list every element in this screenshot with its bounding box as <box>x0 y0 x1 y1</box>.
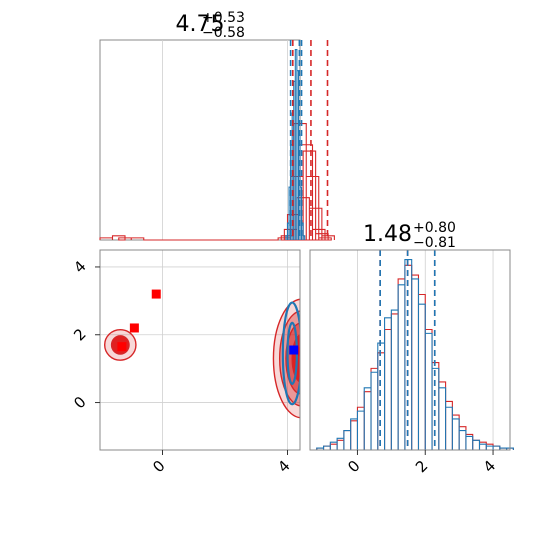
top-histogram-title: 4.75 <box>176 12 225 37</box>
top-histogram-panel: 4.75 +0.53 −0.58 <box>99 10 335 241</box>
top-title-value: 4.75 <box>176 12 225 37</box>
joint-y-tick-label-1: 2 <box>70 325 89 344</box>
joint-frame <box>99 249 301 451</box>
right-x-tick-label-2: 4 <box>480 457 499 476</box>
right-x-tick-label-0: 0 <box>344 457 363 476</box>
top-histogram-series <box>99 48 335 241</box>
right-histogram-series <box>316 258 514 450</box>
joint-x-tick-label-1: 4 <box>274 457 293 476</box>
contour-1-0-0 <box>281 301 300 406</box>
top-histogram-grid <box>162 40 288 240</box>
right-title-minus: −0.81 <box>413 235 456 251</box>
marker-0-3 <box>298 347 300 357</box>
marker-1-0 <box>289 345 299 355</box>
top-title-plus: +0.53 <box>202 10 245 26</box>
histogram-series-0 <box>316 264 514 450</box>
right-histogram-panel: 0 2 4 1.48 +0.80 −0.81 <box>309 220 514 476</box>
right-x-ticks: 0 2 4 <box>344 450 499 476</box>
marker-0-1 <box>129 323 139 333</box>
right-histogram-frame <box>309 249 511 451</box>
right-x-tick-label-1: 2 <box>412 457 431 476</box>
top-histogram-quantiles <box>289 40 329 240</box>
joint-markers <box>117 289 300 357</box>
right-title-plus: +0.80 <box>413 220 456 236</box>
histogram-series-1 <box>316 258 514 450</box>
joint-y-tick-label-2: 4 <box>70 257 89 276</box>
joint-x-tick-label-0: 0 <box>149 457 168 476</box>
right-title-value: 1.48 <box>363 222 412 247</box>
joint-grid <box>100 250 300 450</box>
top-histogram-frame <box>99 39 301 241</box>
top-title-minus: −0.58 <box>202 25 245 41</box>
right-histogram-title: 1.48 <box>363 222 412 247</box>
joint-y-ticks: 0 2 4 <box>70 257 100 412</box>
right-histogram-quantiles <box>379 250 436 450</box>
marker-0-0 <box>151 289 161 299</box>
joint-y-tick-label-0: 0 <box>70 393 89 412</box>
joint-contours <box>103 298 300 419</box>
marker-0-2 <box>117 342 127 352</box>
histogram-series-0 <box>99 123 335 241</box>
